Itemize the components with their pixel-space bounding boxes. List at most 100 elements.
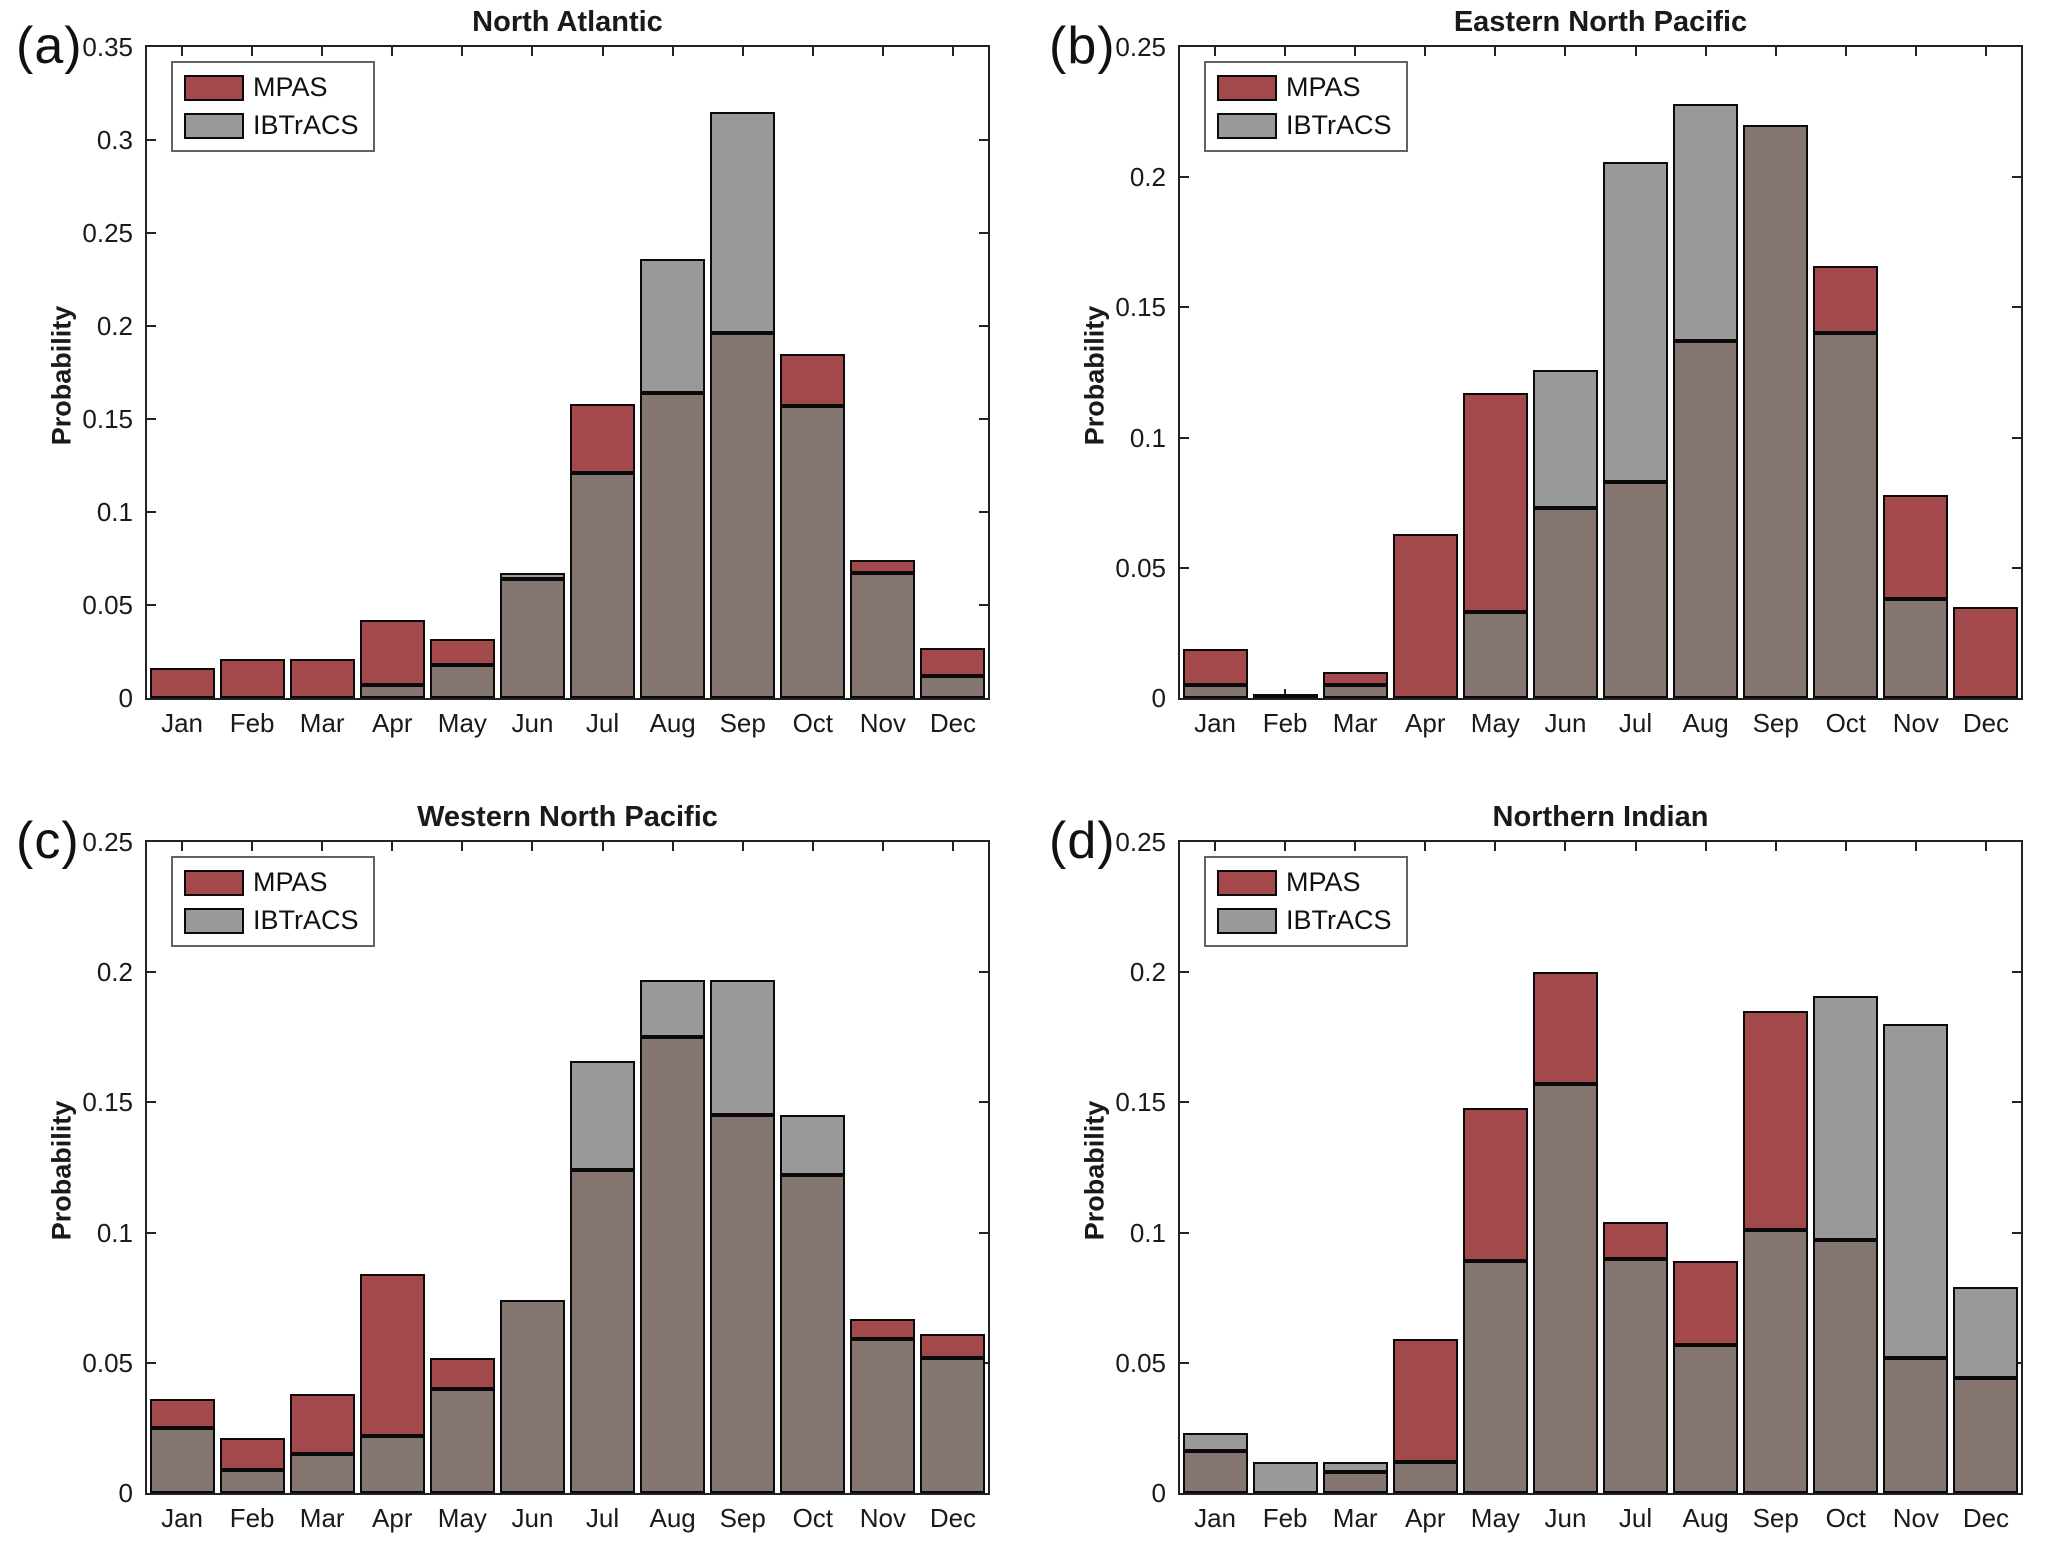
x-tick-label: Jan <box>161 708 203 738</box>
bar-mpas-aug <box>1673 1261 1739 1345</box>
x-tick-mark <box>1844 47 1847 56</box>
x-tick-mark <box>321 47 324 56</box>
x-tick-mark <box>1984 47 1987 56</box>
x-tick-label: Sep <box>1752 1503 1799 1533</box>
y-tick-mark <box>147 1361 156 1364</box>
plot-area-eastern-north-pacific: 0 0.05 0.1 0.15 0.2 0.25 Jan Feb Mar Apr May Jun Jul… <box>1115 32 2023 738</box>
bar-mpas-may <box>1462 1107 1528 1262</box>
bar-overlap-nov <box>1883 599 1949 698</box>
bar-mpas-oct <box>780 353 846 406</box>
y-tick-label: 0.1 <box>96 1217 133 1248</box>
legend-row-mpas: MPAS <box>1217 867 1392 898</box>
y-tick-mark <box>979 325 988 327</box>
x-tick-mark <box>741 842 744 851</box>
x-tick-mark <box>951 842 954 851</box>
y-tick-mark <box>2012 306 2021 309</box>
bar-overlap-sep <box>1743 1230 1809 1493</box>
bar-mpas-feb <box>1252 694 1318 698</box>
bar-overlap-jan <box>149 1427 215 1493</box>
legend: MPAS IBTrACS <box>1204 856 1408 947</box>
y-tick-mark <box>979 971 988 974</box>
bar-mpas-apr <box>359 619 425 685</box>
x-tick-label: Nov <box>1892 708 1939 738</box>
x-tick-label: Feb <box>1262 1503 1308 1533</box>
bar-mpas-may <box>429 638 495 665</box>
bar-mpas-jun <box>1532 972 1598 1085</box>
bar-overlap-apr <box>359 684 425 698</box>
x-tick-mark <box>1424 47 1427 56</box>
x-tick-label: Jul <box>585 1503 620 1533</box>
legend-swatch-ibtracs <box>1217 112 1277 139</box>
y-tick-label: 0.1 <box>96 497 133 527</box>
x-tick-mark <box>391 47 394 56</box>
x-tick-mark <box>601 47 604 56</box>
bar-ibtracs-nov <box>1883 1024 1949 1358</box>
x-tick-mark <box>671 842 674 851</box>
bar-overlap-mar <box>1322 1472 1388 1493</box>
x-tick-label: Nov <box>859 1503 906 1533</box>
x-tick-mark <box>181 842 184 851</box>
x-tick-mark <box>1634 47 1637 56</box>
y-tick-mark <box>147 1231 156 1234</box>
x-tick-mark <box>1564 842 1567 851</box>
bar-ibtracs-sep <box>710 980 776 1116</box>
y-tick-mark <box>147 511 156 513</box>
x-tick-label: Dec <box>929 708 977 738</box>
bar-overlap-oct <box>780 405 846 698</box>
legend: MPAS IBTrACS <box>171 856 375 947</box>
x-tick-mark <box>1284 842 1287 851</box>
y-tick-label: 0.2 <box>1129 957 1166 988</box>
legend-label-mpas: MPAS <box>253 72 328 102</box>
x-tick-mark <box>1284 47 1287 56</box>
bar-ibtracs-aug <box>1673 104 1739 342</box>
x-tick-label: Sep <box>719 708 766 738</box>
bar-overlap-apr <box>359 1435 425 1493</box>
bar-mpas-nov <box>850 560 916 574</box>
bar-mpas-dec <box>920 647 986 676</box>
x-tick-label: Aug <box>649 708 696 738</box>
y-tick-mark <box>979 232 988 234</box>
x-tick-mark <box>1354 842 1357 851</box>
y-tick-mark <box>1180 306 1189 309</box>
bar-overlap-may <box>1462 1261 1528 1493</box>
y-tick-label: 0.25 <box>1115 32 1166 62</box>
x-tick-label: Jul <box>1618 1503 1653 1533</box>
x-tick-label: Jan <box>1194 1503 1236 1533</box>
x-tick-label: May <box>1470 708 1520 738</box>
y-tick-mark <box>147 232 156 234</box>
y-tick-mark <box>979 139 988 141</box>
y-tick-mark <box>2012 971 2021 974</box>
legend-label-ibtracs: IBTrACS <box>253 905 359 935</box>
y-tick-mark <box>1180 971 1189 974</box>
y-tick-label: 0.25 <box>82 827 133 857</box>
x-tick-label: Aug <box>649 1503 696 1533</box>
x-tick-mark <box>1844 842 1847 851</box>
legend-swatch-mpas <box>184 74 244 101</box>
x-tick-mark <box>1774 47 1777 56</box>
x-tick-label: Mar <box>1332 708 1378 738</box>
x-tick-mark <box>1914 842 1917 851</box>
legend-row-mpas: MPAS <box>184 72 359 103</box>
bar-mpas-feb <box>219 1438 285 1470</box>
y-tick-label: 0.15 <box>82 1087 133 1118</box>
x-tick-mark <box>251 47 254 56</box>
bar-overlap-jan <box>1182 1451 1248 1493</box>
x-tick-label: Aug <box>1682 708 1729 738</box>
y-tick-label: 0.15 <box>82 404 133 434</box>
chart-title-north-atlantic: North Atlantic <box>472 6 663 38</box>
x-tick-mark <box>531 842 534 851</box>
bar-overlap-oct <box>1813 333 1879 698</box>
x-tick-mark <box>531 47 534 56</box>
plot-area-western-north-pacific: 0 0.05 0.1 0.15 0.2 0.25 Jan Feb Mar Apr May Jun Jul… <box>82 827 990 1533</box>
bar-overlap-apr <box>1392 1461 1458 1493</box>
bar-mpas-nov <box>1883 494 1949 600</box>
bar-mpas-dec <box>920 1334 986 1358</box>
legend: MPAS IBTrACS <box>171 61 375 152</box>
y-tick-label: 0.25 <box>1115 827 1166 857</box>
legend-row-ibtracs: IBTrACS <box>1217 110 1392 141</box>
legend-swatch-ibtracs <box>1217 907 1277 934</box>
y-tick-mark <box>147 1101 156 1104</box>
bar-overlap-nov <box>850 573 916 698</box>
x-tick-label: May <box>437 708 487 738</box>
y-tick-label: 0.3 <box>96 125 133 155</box>
